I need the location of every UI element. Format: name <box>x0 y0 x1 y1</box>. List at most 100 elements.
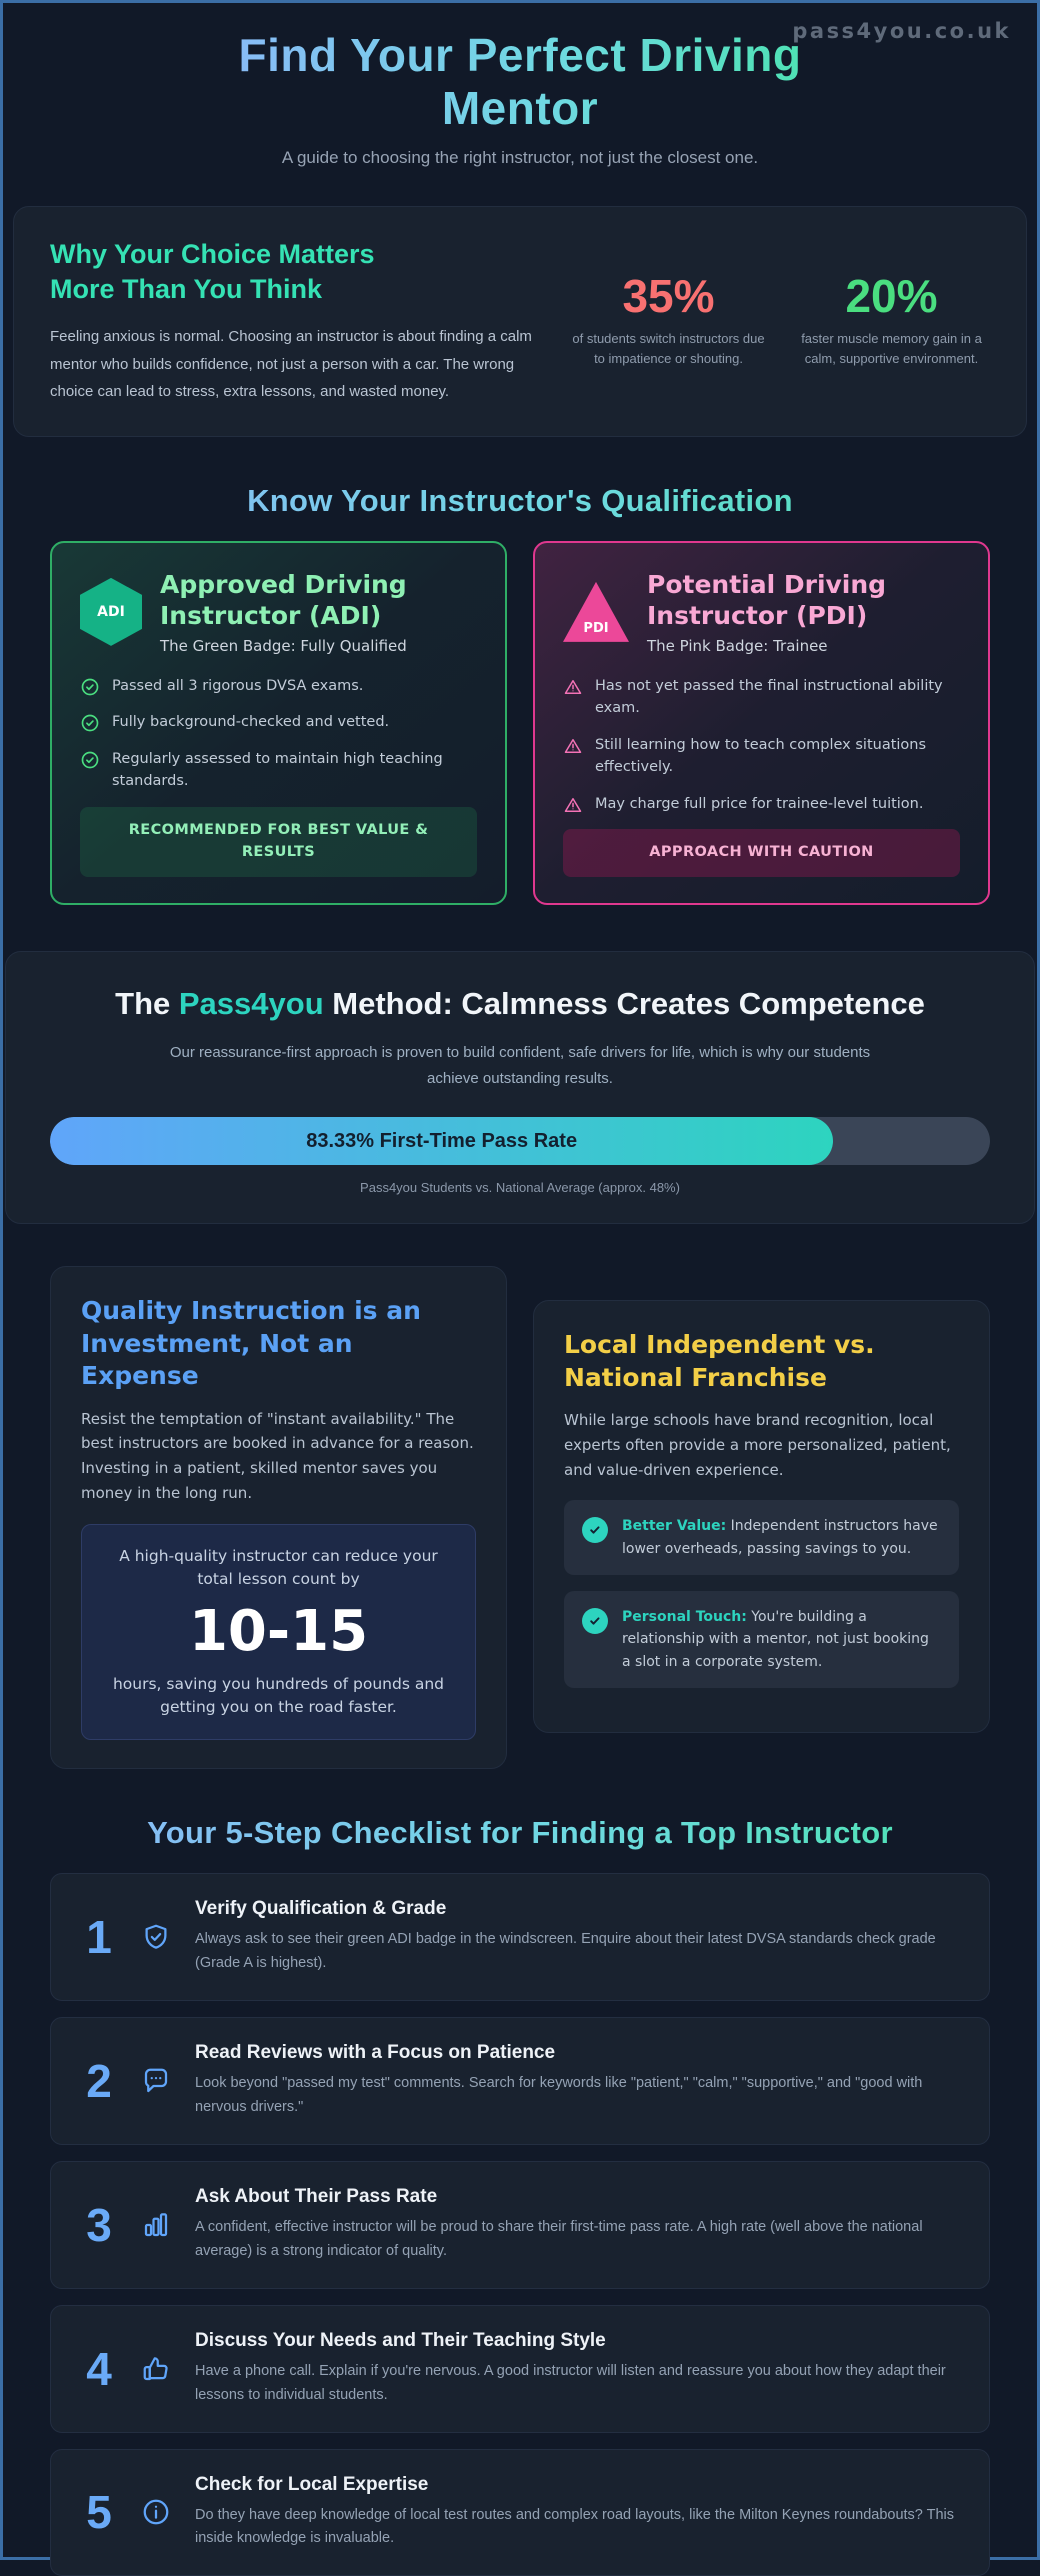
adi-hexagon-badge: ADI <box>80 577 142 646</box>
pdi-list-item: May charge full price for trainee-level … <box>563 793 960 815</box>
local-benefit-item: Better Value: Independent instructors ha… <box>564 1500 959 1576</box>
local-benefit-item: Personal Touch: You're building a relati… <box>564 1591 959 1689</box>
warning-triangle-icon <box>564 679 582 694</box>
step-number: 1 <box>86 1911 112 1964</box>
hero-section: Find Your Perfect Driving Mentor A guide… <box>50 3 990 168</box>
step-card-1: 1 Verify Qualification & Grade Always as… <box>50 1873 990 2001</box>
why-choice-card: Why Your Choice Matters More Than You Th… <box>13 205 1027 438</box>
qualification-cards: ADI Approved Driving Instructor (ADI) Th… <box>50 541 990 905</box>
highlight-pre-text: A high-quality instructor can reduce you… <box>119 1546 438 1588</box>
stat-muscle-memory: 20% faster muscle memory gain in a calm,… <box>793 273 990 369</box>
comparison-section: Quality Instruction is an Investment, No… <box>50 1266 990 1770</box>
adi-card-header: ADI Approved Driving Instructor (ADI) Th… <box>80 569 477 655</box>
pdi-item-text: May charge full price for trainee-level … <box>595 795 924 812</box>
checklist-heading: Your 5-Step Checklist for Finding a Top … <box>50 1815 990 1851</box>
check-circle-icon <box>81 714 99 732</box>
check-circle-icon <box>81 678 99 695</box>
thumbs-up-icon <box>143 2356 168 2380</box>
method-card: The Pass4you Method: Calmness Creates Co… <box>5 950 1035 1225</box>
pdi-triangle-badge: PDI <box>563 581 629 642</box>
investment-heading: Quality Instruction is an Investment, No… <box>81 1296 421 1391</box>
adi-list-item: Passed all 3 rigorous DVSA exams. <box>80 675 477 697</box>
step-content: Verify Qualification & Grade Always ask … <box>195 1898 959 1976</box>
benefit-body: Independent instructors have lower overh… <box>622 1518 938 1557</box>
adi-badge-label: ADI <box>97 603 125 620</box>
step-number: 2 <box>86 2054 112 2107</box>
local-heading: Local Independent vs. National Franchise <box>564 1330 875 1392</box>
adi-title: Approved Driving Instructor (ADI) <box>160 570 407 631</box>
method-body: Our reassurance-first approach is proven… <box>169 1044 871 1087</box>
pdi-title: Potential Driving Instructor (PDI) <box>647 570 887 631</box>
stat-value: 35% <box>622 270 715 323</box>
site-watermark: pass4you.co.uk <box>792 19 1011 43</box>
step-title: Verify Qualification & Grade <box>195 1898 447 1920</box>
pdi-subtitle: The Pink Badge: Trainee <box>647 636 828 655</box>
step-body: Always ask to see their green ADI badge … <box>195 1931 936 1972</box>
step-content: Ask About Their Pass Rate A confident, e… <box>195 2186 959 2264</box>
stat-caption: faster muscle memory gain in a calm, sup… <box>801 331 982 367</box>
pdi-list-item: Has not yet passed the final instruction… <box>563 675 960 720</box>
local-benefit-text: Personal Touch: You're building a relati… <box>622 1606 941 1673</box>
pdi-card: PDI Potential Driving Instructor (PDI) T… <box>533 541 990 905</box>
check-circle-filled-icon <box>582 1517 608 1544</box>
step-card-2: 2 Read Reviews with a Focus on Patience … <box>50 2016 990 2145</box>
pdi-list-item: Still learning how to teach complex situ… <box>563 734 960 779</box>
shield-check-icon <box>145 1924 167 1949</box>
step-content: Check for Local Expertise Do they have d… <box>195 2474 959 2552</box>
check-circle-icon <box>81 751 99 768</box>
adi-item-text: Regularly assessed to maintain high teac… <box>112 750 443 790</box>
benefit-lead: Personal Touch: <box>622 1609 747 1626</box>
highlight-post-text: hours, saving you hundreds of pounds and… <box>112 1674 445 1716</box>
adi-item-text: Passed all 3 rigorous DVSA exams. <box>112 677 364 694</box>
stat-caption: of students switch instructors due to im… <box>572 331 765 367</box>
investment-body: Resist the temptation of "instant availa… <box>81 1409 474 1502</box>
step-title: Ask About Their Pass Rate <box>195 2185 438 2207</box>
method-heading: The Pass4you Method: Calmness Creates Co… <box>50 984 990 1024</box>
pass-rate-label: 83.33% First-Time Pass Rate <box>306 1129 578 1152</box>
pdi-item-text: Has not yet passed the final instruction… <box>595 677 943 717</box>
step-number: 4 <box>86 2342 112 2395</box>
why-choice-heading: Why Your Choice Matters More Than You Th… <box>50 238 375 304</box>
step-card-3: 3 Ask About Their Pass Rate A confident,… <box>50 2160 990 2289</box>
pdi-item-text: Still learning how to teach complex situ… <box>595 736 927 776</box>
info-icon <box>143 2500 169 2525</box>
benefit-body: You're building a relationship with a me… <box>622 1609 929 1670</box>
step-title: Check for Local Expertise <box>195 2473 429 2495</box>
pass-rate-bar-track: 83.33% First-Time Pass Rate <box>50 1117 990 1166</box>
lesson-reduction-number: 10-15 <box>188 1599 369 1665</box>
step-body: Do they have deep knowledge of local tes… <box>195 2506 955 2547</box>
adi-item-text: Fully background-checked and vetted. <box>112 714 390 731</box>
bar-chart-icon <box>144 2213 168 2236</box>
why-choice-text-block: Why Your Choice Matters More Than You Th… <box>50 237 540 406</box>
why-choice-body: Feeling anxious is normal. Choosing an i… <box>50 327 532 401</box>
stat-switch-instructors: 35% of students switch instructors due t… <box>570 273 767 369</box>
pdi-badge-label: PDI <box>583 620 609 636</box>
adi-list-item: Regularly assessed to maintain high teac… <box>80 748 477 793</box>
step-card-4: 4 Discuss Your Needs and Their Teaching … <box>50 2304 990 2433</box>
warning-triangle-icon <box>564 797 582 812</box>
benefit-lead: Better Value: <box>622 1518 727 1535</box>
checklist-steps: 1 Verify Qualification & Grade Always as… <box>50 1873 990 2576</box>
pdi-caution-badge: APPROACH WITH CAUTION <box>563 829 960 877</box>
page-title: Find Your Perfect Driving Mentor <box>200 29 840 136</box>
investment-card: Quality Instruction is an Investment, No… <box>50 1266 507 1770</box>
step-card-5: 5 Check for Local Expertise Do they have… <box>50 2448 990 2576</box>
pass-rate-caption: Pass4you Students vs. National Average (… <box>360 1180 680 1196</box>
warning-triangle-icon <box>564 738 582 753</box>
step-content: Discuss Your Needs and Their Teaching St… <box>195 2330 959 2408</box>
step-title: Read Reviews with a Focus on Patience <box>195 2041 556 2063</box>
chat-bubble-icon <box>144 2068 168 2093</box>
stat-value: 20% <box>845 270 938 323</box>
pass-rate-fill: 83.33% First-Time Pass Rate <box>50 1117 834 1166</box>
adi-recommendation-badge: RECOMMENDED FOR BEST VALUE & RESULTS <box>80 807 477 877</box>
local-body: While large schools have brand recogniti… <box>564 1411 951 1479</box>
brand-name: Pass4you <box>178 985 324 1021</box>
why-choice-stats: 35% of students switch instructors due t… <box>570 273 990 369</box>
step-body: Look beyond "passed my test" comments. S… <box>195 2074 923 2115</box>
adi-subtitle: The Green Badge: Fully Qualified <box>160 636 407 655</box>
step-body: A confident, effective instructor will b… <box>195 2218 923 2259</box>
adi-list-item: Fully background-checked and vetted. <box>80 711 477 733</box>
local-benefit-text: Better Value: Independent instructors ha… <box>622 1515 941 1560</box>
adi-card: ADI Approved Driving Instructor (ADI) Th… <box>50 541 507 905</box>
step-content: Read Reviews with a Focus on Patience Lo… <box>195 2042 959 2120</box>
